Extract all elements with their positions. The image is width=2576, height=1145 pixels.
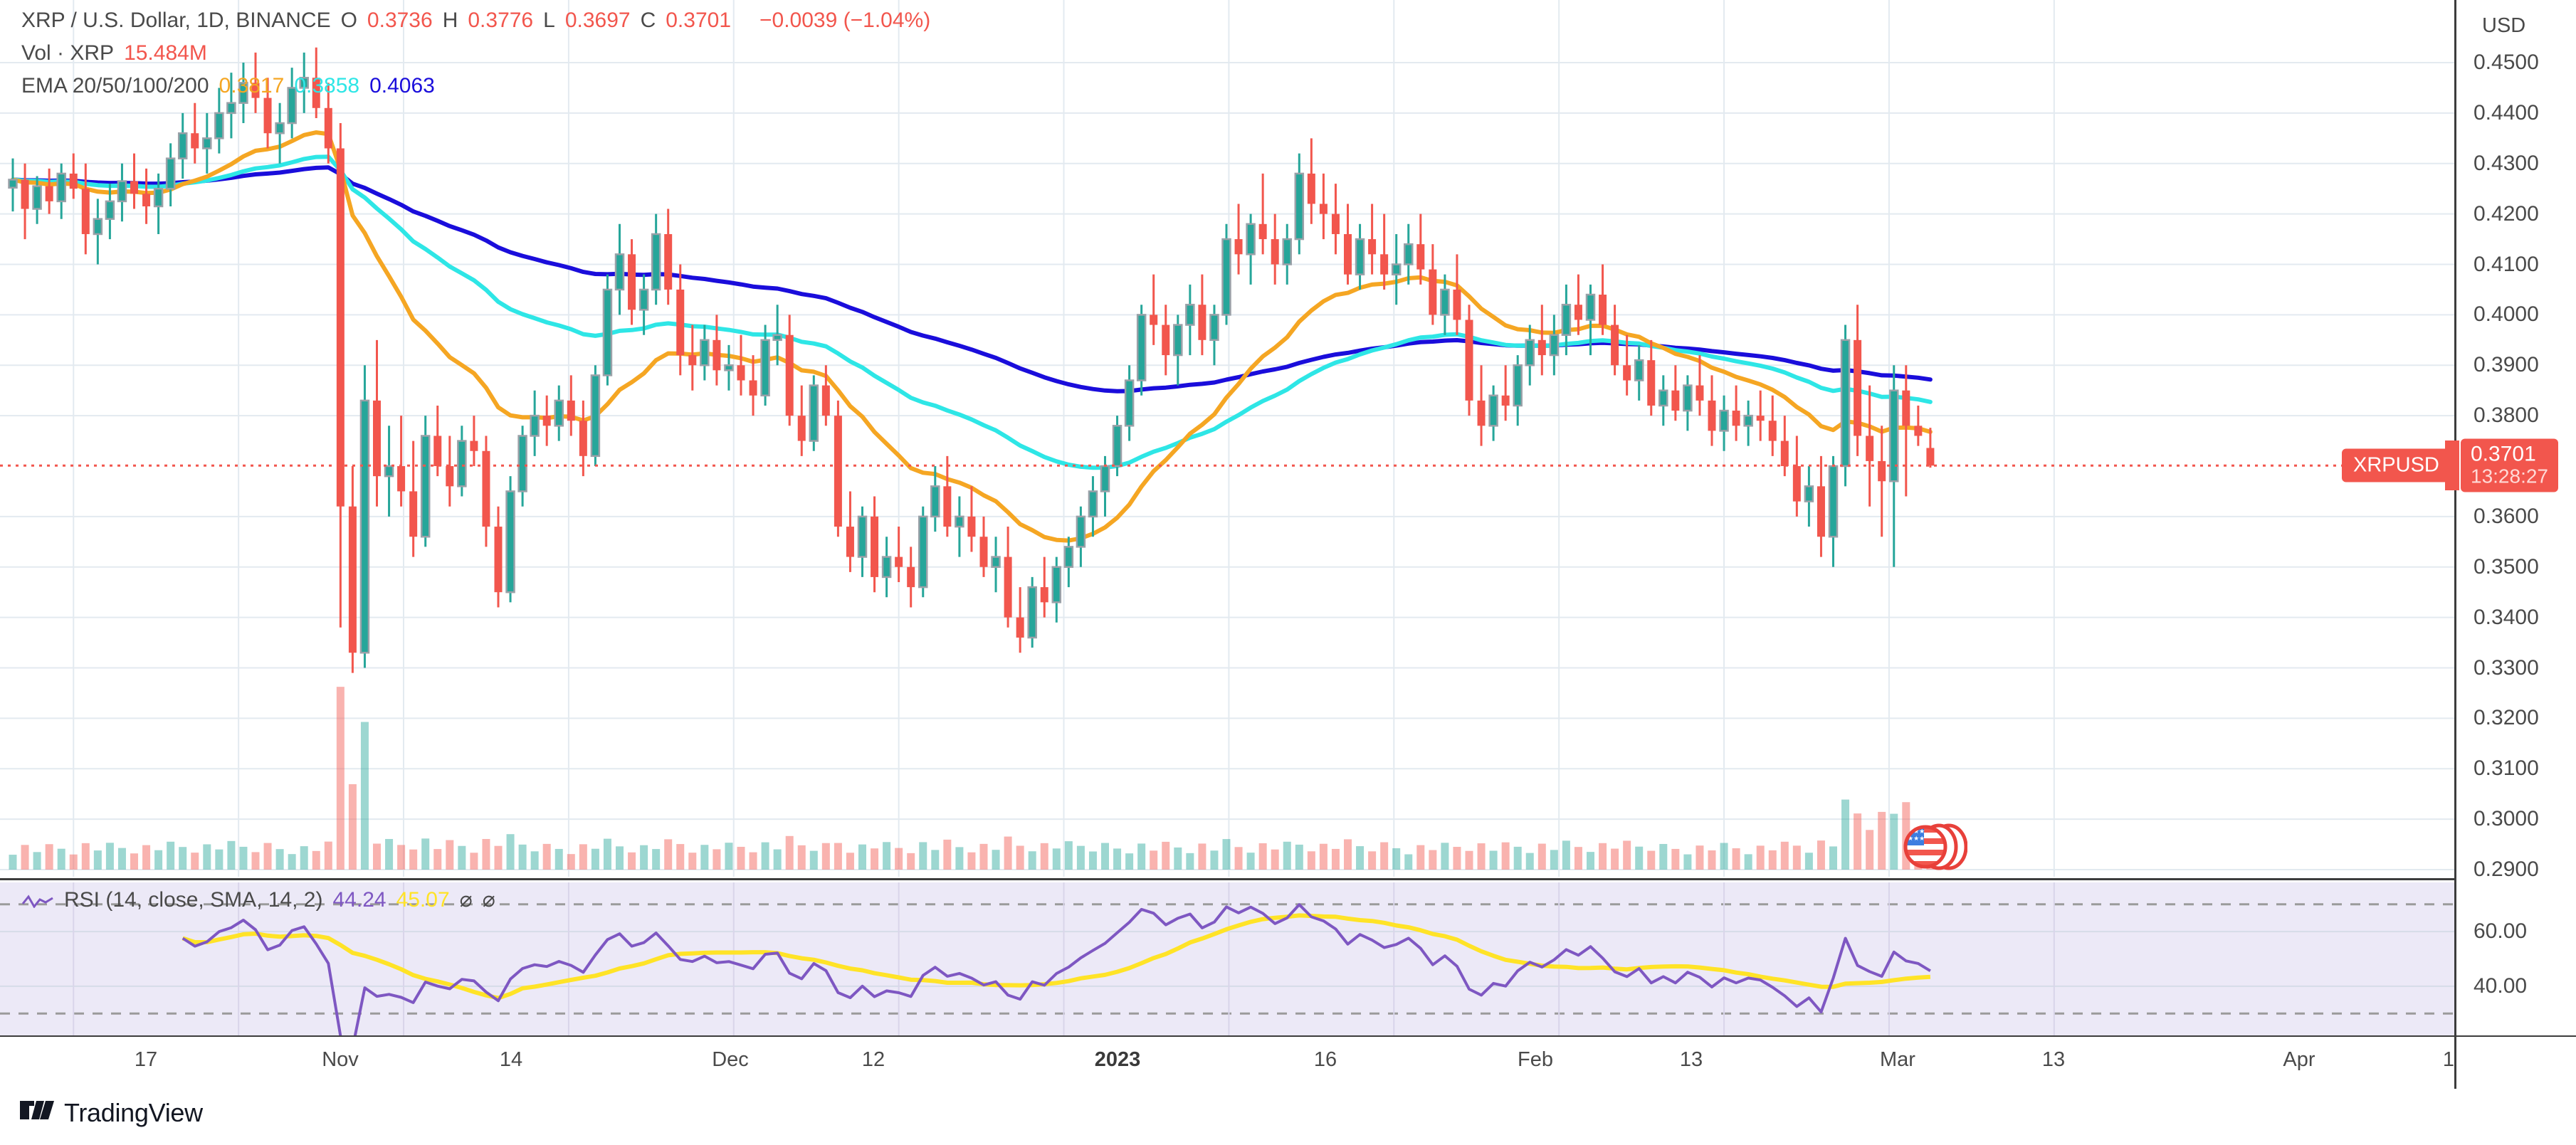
ohlc-close-key: C [640,9,656,32]
us-economic-event-icon[interactable]: ★★★ ★★★ [1902,822,1968,872]
plot-area[interactable]: ★★★ ★★★ XRPUSD XRP / U.S. Dollar, 1D, BI… [0,0,2454,1035]
rsi-legend-row[interactable]: RSI (14, close, SMA, 14, 2) 44.24 45.07 … [21,890,495,911]
ohlc-low-key: L [543,9,555,32]
time-axis-tick: Apr [2283,1048,2315,1071]
time-axis-tick: 17 [134,1048,158,1071]
bar-countdown: 13:28:27 [2471,465,2548,487]
ema20-value: 0.3817 [219,74,285,97]
current-price-value: 0.3701 [2471,442,2536,466]
price-axis-tick: 0.4500 [2474,51,2539,74]
price-axis[interactable]: USD 0.4500 0.4400 0.4300 0.4200 0.4100 0.4000… [2445,0,2576,1035]
price-axis-tick: 0.3500 [2474,554,2539,579]
time-axis-tick: Dec [712,1048,749,1071]
price-axis-tick: 0.4200 [2474,201,2539,226]
price-pane[interactable] [0,0,2454,877]
price-axis-currency: USD [2482,14,2526,37]
time-axis-tick: Nov [322,1048,359,1071]
volume-legend-label: Vol · XRP [21,41,115,65]
rsi-lower-band-value: ⌀ [482,888,495,912]
price-axis-tick: 0.4400 [2474,100,2539,125]
tradingview-brand[interactable]: TradingView [20,1098,203,1128]
time-axis-tick: 1 [2442,1048,2455,1071]
rsi-value: 44.24 [332,888,387,912]
volume-legend-row[interactable]: Vol · XRP 15.484M [21,43,930,64]
ohlc-open-key: O [340,9,357,32]
rsi-series-layer [0,882,2454,1035]
time-axis-tick: 14 [499,1048,523,1071]
tradingview-logo-icon [20,1101,54,1119]
time-axis-tick: 12 [861,1048,885,1071]
price-badge-stub [2445,440,2459,491]
ohlc-open-value: 0.3736 [367,9,433,32]
symbol-title: XRP / U.S. Dollar, 1D, BINANCE [21,9,331,32]
axis-corner [2454,1035,2576,1089]
pane-separator[interactable] [0,878,2454,880]
price-axis-tick: 0.3000 [2474,807,2539,831]
price-axis-tick: 0.3200 [2474,706,2539,730]
ohlc-high-value: 0.3776 [468,9,534,32]
tradingview-brand-text: TradingView [64,1098,203,1127]
ema100-value: 0.4063 [369,74,435,97]
price-axis-tick: 0.4000 [2474,302,2539,327]
price-axis-tick: 0.4100 [2474,252,2539,276]
rsi-sma-value: 45.07 [396,888,450,912]
time-axis[interactable]: 17 Nov 14 Dec 12 2023 16 Feb 13 Mar 13 Apr 1 [0,1035,2454,1089]
price-series-layer [0,0,2454,877]
time-axis-tick: 13 [1679,1048,1703,1071]
time-axis-tick: 2023 [1094,1048,1141,1071]
time-axis-tick: Mar [1880,1048,1915,1071]
time-axis-tick: 13 [2041,1048,2066,1071]
svg-text:★★★: ★★★ [1908,828,1925,835]
price-axis-tick: 0.3900 [2474,353,2539,377]
ema50-value: 0.3858 [294,74,360,97]
svg-text:★★★: ★★★ [1908,835,1925,842]
volume-legend-value: 15.484M [124,41,207,65]
ohlc-low-value: 0.3697 [564,9,631,32]
time-axis-tick: 16 [1313,1048,1337,1071]
rsi-legend: RSI (14, close, SMA, 14, 2) 44.24 45.07 … [21,890,495,911]
price-axis-tick: 0.2900 [2474,858,2539,881]
time-axis-tick: Feb [1518,1048,1553,1071]
price-change-value: −0.0039 (−1.04%) [759,9,931,32]
rsi-legend-label: RSI (14, close, SMA, 14, 2) [64,888,323,912]
ema-legend-row[interactable]: EMA 20/50/100/200 0.3817 0.3858 0.4063 [21,75,930,97]
price-axis-tick: 0.3600 [2474,504,2539,528]
price-axis-tick: 0.3400 [2474,605,2539,629]
price-axis-tick: 0.3800 [2474,403,2539,428]
price-axis-tick: 0.3300 [2474,655,2539,680]
rsi-axis-tick: 60.00 [2474,919,2528,944]
price-axis-tick: 0.3100 [2474,756,2539,781]
ohlc-high-key: H [442,9,458,32]
rsi-pane[interactable] [0,882,2454,1035]
chart-frame: ★★★ ★★★ XRPUSD XRP / U.S. Dollar, 1D, BI… [0,0,2576,1089]
rsi-axis-tick: 40.00 [2474,973,2528,998]
ema-legend-label: EMA 20/50/100/200 [21,74,209,97]
symbol-legend-row[interactable]: XRP / U.S. Dollar, 1D, BINANCE O 0.3736 … [21,10,930,31]
rsi-upper-band-value: ⌀ [459,888,473,912]
price-legend: XRP / U.S. Dollar, 1D, BINANCE O 0.3736 … [21,10,930,108]
ohlc-close-value: 0.3701 [666,9,732,32]
price-symbol-tag[interactable]: XRPUSD [2342,448,2451,482]
current-price-badge[interactable]: 0.3701 13:28:27 [2461,438,2558,492]
rsi-sparkline-icon [21,895,53,908]
price-axis-tick: 0.4300 [2474,151,2539,175]
